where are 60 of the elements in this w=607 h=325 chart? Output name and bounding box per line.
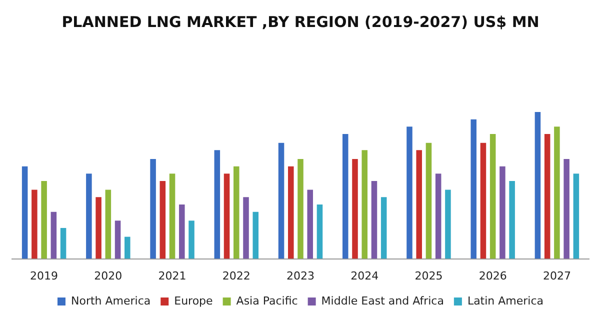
bar bbox=[288, 166, 294, 259]
chart-title: PLANNED LNG MARKET ,BY REGION (2019-2027) US$ MN bbox=[62, 12, 540, 31]
bar bbox=[445, 190, 451, 259]
bar bbox=[105, 190, 112, 259]
bar bbox=[41, 180, 47, 259]
bar bbox=[124, 236, 130, 259]
x-tick-label: 2026 bbox=[478, 269, 507, 282]
x-tick-label: 2023 bbox=[286, 269, 314, 282]
x-tick-label: 2027 bbox=[542, 269, 571, 282]
x-tick-label: 2020 bbox=[94, 269, 122, 282]
bar bbox=[342, 134, 348, 259]
bar bbox=[554, 126, 560, 259]
bar bbox=[86, 174, 92, 259]
bar bbox=[480, 142, 486, 259]
bar bbox=[298, 158, 304, 259]
bar bbox=[534, 112, 541, 259]
legend-label: North America bbox=[70, 294, 151, 308]
bar bbox=[564, 158, 570, 259]
legend-label: Europe bbox=[174, 294, 214, 308]
bar bbox=[32, 190, 38, 259]
bar bbox=[114, 220, 121, 259]
bar bbox=[150, 158, 156, 259]
bar bbox=[316, 204, 323, 259]
bar bbox=[490, 134, 496, 259]
bar bbox=[435, 174, 442, 259]
x-tick-label: 2021 bbox=[158, 269, 186, 282]
bar bbox=[426, 142, 432, 259]
legend-label: Asia Pacific bbox=[236, 294, 298, 308]
bar bbox=[573, 174, 580, 259]
bar bbox=[278, 142, 284, 259]
bar bbox=[509, 180, 515, 259]
x-tick-label: 2019 bbox=[30, 269, 58, 282]
bar bbox=[234, 166, 240, 259]
bar bbox=[179, 204, 185, 259]
bar bbox=[352, 158, 358, 259]
bar bbox=[252, 212, 259, 259]
x-tick-label: 2022 bbox=[222, 269, 250, 282]
bar bbox=[50, 212, 57, 259]
bar bbox=[362, 150, 368, 259]
bar bbox=[500, 166, 506, 259]
bar bbox=[96, 197, 102, 259]
bar bbox=[169, 174, 176, 259]
bar bbox=[188, 220, 194, 259]
legend-label: Latin America bbox=[467, 294, 544, 308]
bar bbox=[22, 166, 28, 259]
bar bbox=[60, 228, 66, 259]
bar bbox=[160, 180, 166, 259]
bar bbox=[371, 180, 378, 259]
bar bbox=[307, 190, 313, 259]
bar bbox=[470, 119, 476, 259]
bar bbox=[214, 150, 220, 259]
bar bbox=[416, 150, 422, 259]
bar bbox=[243, 197, 249, 259]
bar bbox=[380, 197, 387, 259]
bar bbox=[224, 174, 230, 259]
bar bbox=[544, 134, 550, 259]
x-tick-label: 2024 bbox=[350, 269, 379, 282]
x-tick-label: 2025 bbox=[414, 269, 443, 282]
legend-label: Middle East and Africa bbox=[321, 294, 444, 308]
bar bbox=[406, 126, 412, 259]
